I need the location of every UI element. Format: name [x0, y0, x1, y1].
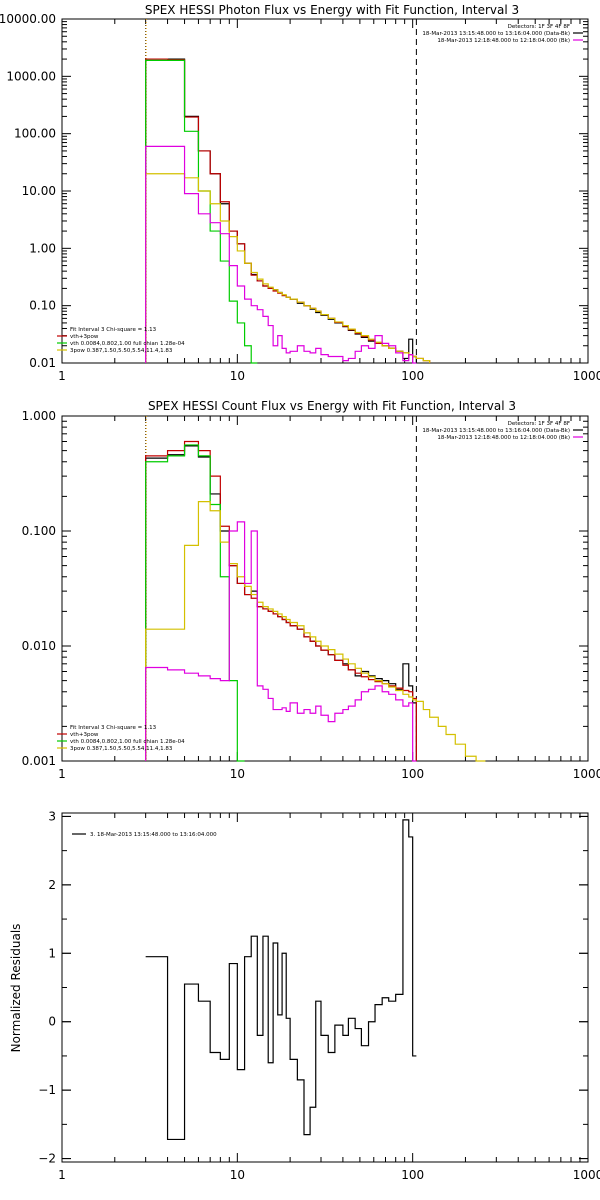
photon-flux-x-tick-label: 100 — [401, 369, 424, 383]
residuals-x-tick-label: 10 — [230, 1168, 245, 1182]
photon-flux-x-tick-label: 1 — [58, 369, 66, 383]
photon-flux-title: SPEX HESSI Photon Flux vs Energy with Fi… — [145, 3, 519, 17]
photon-flux-y-tick-label: 100.00 — [14, 127, 56, 141]
photon-flux-legend-entry: vth 0.0084,0.802,1.00 full chian 1.28e-0… — [70, 341, 185, 347]
count-flux-legend-entry: Fit Interval 3 Chi-square = 1.13 — [70, 725, 157, 731]
residuals-y-tick-label: 3 — [48, 809, 56, 823]
photon-flux-y-tick-label: 0.10 — [29, 299, 56, 313]
residuals-plot-frame — [61, 812, 589, 1163]
photon-flux-series-2-line — [145, 59, 258, 364]
count-flux-y-tick-label: 1.000 — [22, 409, 56, 423]
photon-flux-plot-frame — [61, 18, 589, 364]
photon-flux-legend-entry: 3pow 0.387,1.50,5.50,5.54,11.4,1.83 — [70, 348, 173, 354]
photon-flux-x-tick-label: 1000 — [573, 369, 600, 383]
photon-flux-series-3-line — [145, 173, 431, 363]
residuals-plot-content: 1 10 100 1000 −2 −1 0 1 2 3 3. 18-Mar-2013 13:15:4… — [38, 809, 600, 1182]
photon-flux-y-tick-label: 1.00 — [29, 241, 56, 255]
count-flux-legend-entry: 18-Mar-2013 13:15:48.000 to 13:16:04.000… — [422, 428, 570, 434]
photon-flux-x-tick-label: 10 — [230, 369, 245, 383]
count-flux-y-tick-label: 0.100 — [22, 524, 56, 538]
count-flux-x-tick-label: 100 — [401, 767, 424, 781]
count-flux-series-1-line — [145, 440, 417, 761]
count-flux-plot-frame — [61, 415, 589, 762]
count-flux-legend-entry: Detectors: 1F 3F 4F 8F — [508, 421, 570, 427]
count-flux-series-0-line — [145, 445, 417, 761]
residuals-series-0-line — [145, 819, 417, 1141]
count-flux-legend-entry: vth+3pow — [70, 732, 99, 738]
photon-flux-y-tick-label: 1000.00 — [6, 69, 56, 83]
photon-flux-legend-entry: Detectors: 1F 3F 4F 8F — [508, 24, 570, 30]
count-flux-x-tick-label: 1 — [58, 767, 66, 781]
photon-flux-legend-entry: 18-Mar-2013 12:18:48.000 to 12:18:04.000… — [437, 38, 570, 44]
residuals-x-tick-label: 1 — [58, 1168, 66, 1182]
photon-flux-panel: SPEX HESSI Photon Flux vs Energy with Fi… — [0, 3, 600, 383]
count-flux-series-2-line — [145, 444, 245, 762]
count-flux-y-tick-label: 0.010 — [22, 639, 56, 653]
photon-flux-plot-content: 1 10 100 1000 0.01 0.10 1.00 10.00 100.00 1000.00… — [0, 12, 600, 383]
residuals-panel: Normalized Residuals 1 10 100 1000 −2 −1 0 1 2 3 3… — [9, 809, 600, 1182]
count-flux-x-tick-label: 10 — [230, 767, 245, 781]
residuals-x-tick-label: 100 — [401, 1168, 424, 1182]
count-flux-legend-entry: 18-Mar-2013 12:18:48.000 to 12:18:04.000… — [437, 435, 570, 441]
photon-flux-y-tick-label: 0.01 — [29, 356, 56, 370]
residuals-y-tick-label: 2 — [48, 878, 56, 892]
photon-flux-y-tick-label: 10000.00 — [0, 12, 56, 26]
residuals-ylabel: Normalized Residuals — [9, 924, 23, 1053]
photon-flux-y-tick-label: 10.00 — [22, 184, 56, 198]
count-flux-plot-content: 1 10 100 1000 0.001 0.010 0.100 1.000 Detectors:… — [22, 409, 600, 781]
count-flux-y-tick-label: 0.001 — [22, 754, 56, 768]
photon-flux-legend-entry: vth+3pow — [70, 334, 99, 340]
count-flux-x-tick-label: 1000 — [573, 767, 600, 781]
residuals-y-tick-label: −2 — [38, 1152, 56, 1166]
residuals-y-tick-label: 0 — [48, 1015, 56, 1029]
photon-flux-series-4-line — [145, 145, 417, 364]
photon-flux-series-1-line — [145, 58, 431, 363]
count-flux-legend-entry: 3pow 0.387,1.50,5.50,5.54,11.4,1.83 — [70, 746, 173, 752]
residuals-legend-entry: 3. 18-Mar-2013 13:15:48.000 to 13:16:04.… — [90, 832, 217, 838]
count-flux-series-4-line — [145, 521, 417, 762]
residuals-y-tick-label: 1 — [48, 946, 56, 960]
residuals-y-tick-label: −1 — [38, 1083, 56, 1097]
count-flux-series-3-line — [145, 501, 486, 762]
photon-flux-series-0-line — [145, 58, 417, 363]
count-flux-title: SPEX HESSI Count Flux vs Energy with Fit… — [148, 399, 516, 413]
photon-flux-legend-entry: 18-Mar-2013 13:15:48.000 to 13:16:04.000… — [422, 31, 570, 37]
residuals-x-tick-label: 1000 — [573, 1168, 600, 1182]
photon-flux-legend-entry: Fit Interval 3 Chi-square = 1.13 — [70, 327, 157, 333]
count-flux-legend-entry: vth 0.0084,0.802,1.00 full chian 1.28e-0… — [70, 739, 185, 745]
count-flux-panel: SPEX HESSI Count Flux vs Energy with Fit… — [22, 399, 600, 781]
